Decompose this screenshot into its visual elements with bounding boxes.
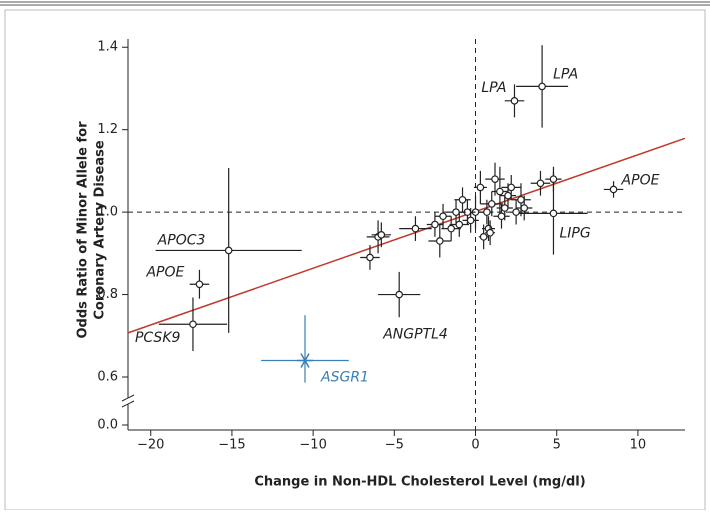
point [510, 97, 519, 105]
point-label: ANGPTL4 [382, 327, 448, 343]
point [377, 230, 386, 239]
point [431, 220, 439, 229]
point [366, 253, 374, 262]
point [189, 320, 197, 329]
x-tick-label: −10 [299, 438, 326, 453]
x-tick-label: −15 [218, 438, 245, 453]
point [497, 212, 506, 221]
y-tick-label: 1.4 [97, 40, 118, 55]
point [479, 233, 488, 241]
axis-break [121, 394, 135, 402]
point [455, 220, 464, 229]
y-tick-label: 0.8 [97, 287, 118, 302]
point [549, 175, 558, 183]
point [536, 179, 545, 188]
point-label: LPA [481, 80, 506, 96]
point [411, 224, 420, 233]
point [486, 228, 494, 237]
point [435, 237, 444, 245]
x-tick-label: 5 [553, 438, 561, 453]
x-tick-label: 0 [471, 438, 479, 453]
y-axis-title: Coronary Artery Disease [93, 140, 108, 319]
point [483, 208, 491, 216]
point [487, 200, 496, 208]
point [224, 246, 233, 255]
point [452, 208, 460, 216]
point-label: PCSK9 [135, 330, 181, 346]
point [517, 195, 525, 204]
point [520, 204, 529, 212]
y-tick-label: 0.0 [97, 418, 118, 433]
point [507, 183, 516, 192]
point [504, 191, 512, 200]
x-tick-label: −20 [137, 438, 164, 453]
y-axis-title: Odds Ratio of Minor Allele for [76, 121, 91, 339]
point [395, 290, 403, 299]
point [609, 185, 618, 194]
x-tick-label: −5 [385, 438, 404, 453]
point-label: LPA [553, 66, 578, 82]
point [549, 209, 558, 218]
point-label: APOE [621, 172, 660, 188]
point [458, 195, 467, 204]
x-axis-title: Change in Non-HDL Cholesterol Level (mg/… [254, 475, 585, 490]
point [512, 208, 520, 216]
point [447, 224, 455, 233]
frame [4, 9, 706, 511]
point-label: APOC3 [157, 232, 206, 248]
point [496, 187, 504, 196]
point [297, 353, 314, 368]
fit-line [127, 137, 686, 334]
point [195, 280, 204, 289]
point [466, 216, 475, 225]
y-tick-label: 0.6 [97, 370, 118, 385]
axis-break [121, 400, 135, 408]
point-label: LIPG [559, 225, 590, 241]
point [538, 82, 546, 91]
point [500, 204, 509, 212]
point [491, 175, 499, 183]
y-tick-label: 1.0 [97, 205, 118, 220]
point-label: ASGR1 [320, 370, 369, 386]
point [476, 183, 485, 192]
y-tick-label: 1.2 [97, 122, 118, 137]
x-tick-label: 10 [630, 438, 647, 453]
point [439, 212, 447, 221]
point-label: APOE [145, 264, 184, 280]
